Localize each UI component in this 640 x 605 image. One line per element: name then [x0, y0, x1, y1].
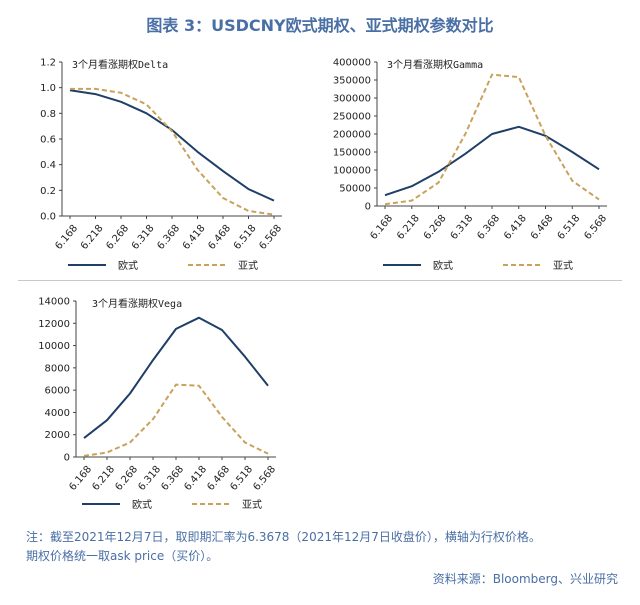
x-tick-label: 6.418 — [182, 464, 209, 493]
x-tick-label: 6.268 — [113, 464, 140, 493]
y-tick-label: 4000 — [45, 408, 70, 419]
x-tick-label: 6.468 — [205, 464, 232, 493]
legend-label: 亚式 — [238, 259, 258, 272]
series-line-asian — [70, 87, 275, 216]
y-tick-label: 250000 — [333, 112, 371, 123]
series-line-asian — [384, 73, 600, 206]
x-tick-label: 6.518 — [556, 213, 583, 242]
x-tick-label: 6.168 — [53, 223, 80, 252]
x-tick-label: 6.318 — [449, 213, 476, 242]
series-line-european — [69, 89, 275, 202]
figure-title: 图表 3：USDCNY欧式期权、亚式期权参数对比 — [146, 16, 494, 35]
x-tick-label: 6.368 — [159, 464, 186, 493]
x-tick-label: 6.268 — [104, 223, 131, 252]
x-tick-label: 6.518 — [232, 223, 259, 252]
y-tick-label: 300000 — [333, 94, 371, 105]
x-tick-label: 6.268 — [422, 213, 449, 242]
series-line-european — [83, 316, 269, 439]
y-tick-label: 12000 — [38, 319, 70, 330]
y-tick-label: 1.2 — [40, 58, 56, 69]
legend-label: 欧式 — [118, 259, 138, 272]
y-tick-label: 0.4 — [40, 160, 56, 171]
x-tick-label: 6.568 — [251, 464, 278, 493]
x-tick-label: 6.468 — [206, 223, 233, 252]
chart-subtitle: 3个月看涨期权Vega — [92, 297, 182, 310]
y-tick-label: 14000 — [38, 297, 70, 308]
delta-chart: 0.0 0.2 0.4 0.6 0.8 1.0 1.2 6.1686.2186.2686.31… — [40, 58, 284, 273]
x-tick-label: 6.568 — [582, 213, 609, 242]
panel-divider — [18, 280, 622, 281]
y-tick-label: 0 — [365, 202, 371, 213]
y-tick-label: 10000 — [38, 341, 70, 352]
x-tick-label: 6.168 — [368, 213, 395, 242]
legend-label: 亚式 — [553, 259, 573, 272]
x-tick-label: 6.368 — [155, 223, 182, 252]
x-tick-label: 6.418 — [502, 213, 529, 242]
footnote-line-1: 注：截至2021年12月7日，取即期汇率为6.3678（2021年12月7日收盘… — [26, 530, 541, 544]
series-line-european — [384, 125, 600, 197]
legend-label: 欧式 — [433, 259, 453, 272]
footnote-line-2: 期权价格统一取ask price（买价）。 — [26, 549, 219, 563]
x-tick-label: 6.318 — [136, 464, 163, 493]
legend-label: 欧式 — [132, 498, 152, 511]
y-tick-label: 350000 — [333, 76, 371, 87]
y-tick-label: 2000 — [45, 430, 70, 441]
x-tick-label: 6.368 — [475, 213, 502, 242]
series-line-asian — [83, 383, 269, 457]
y-tick-label: 200000 — [333, 130, 371, 141]
x-tick-label: 6.568 — [257, 223, 284, 252]
y-tick-label: 0.8 — [40, 109, 56, 120]
gamma-chart: 0 50000 100000 150000 200000 250000 300000 3500… — [333, 58, 609, 273]
legend-label: 亚式 — [242, 498, 262, 511]
vega-chart: 020004000600080001000012000140006.1686.2… — [38, 297, 278, 512]
y-tick-label: 1.0 — [40, 83, 56, 94]
y-tick-label: 8000 — [45, 363, 70, 374]
y-tick-label: 0.6 — [40, 135, 56, 146]
y-tick-label: 6000 — [45, 386, 70, 397]
y-tick-label: 0.0 — [40, 212, 56, 223]
x-tick-label: 6.518 — [228, 464, 255, 493]
x-tick-label: 6.318 — [130, 223, 157, 252]
chart-subtitle: 3个月看涨期权Gamma — [387, 58, 483, 71]
x-tick-label: 6.468 — [529, 213, 556, 242]
x-tick-label: 6.218 — [79, 223, 106, 252]
y-tick-label: 50000 — [339, 184, 371, 195]
x-tick-label: 6.418 — [181, 223, 208, 252]
y-tick-label: 150000 — [333, 148, 371, 159]
x-tick-label: 6.168 — [67, 464, 94, 493]
y-tick-label: 100000 — [333, 166, 371, 177]
x-tick-label: 6.218 — [395, 213, 422, 242]
y-tick-label: 0 — [64, 453, 70, 464]
y-tick-label: 0.2 — [40, 186, 56, 197]
x-tick-label: 6.218 — [90, 464, 117, 493]
source-note: 资料来源：Bloomberg、兴业研究 — [432, 572, 618, 586]
chart-subtitle: 3个月看涨期权Delta — [72, 58, 168, 71]
y-tick-label: 400000 — [333, 58, 371, 69]
